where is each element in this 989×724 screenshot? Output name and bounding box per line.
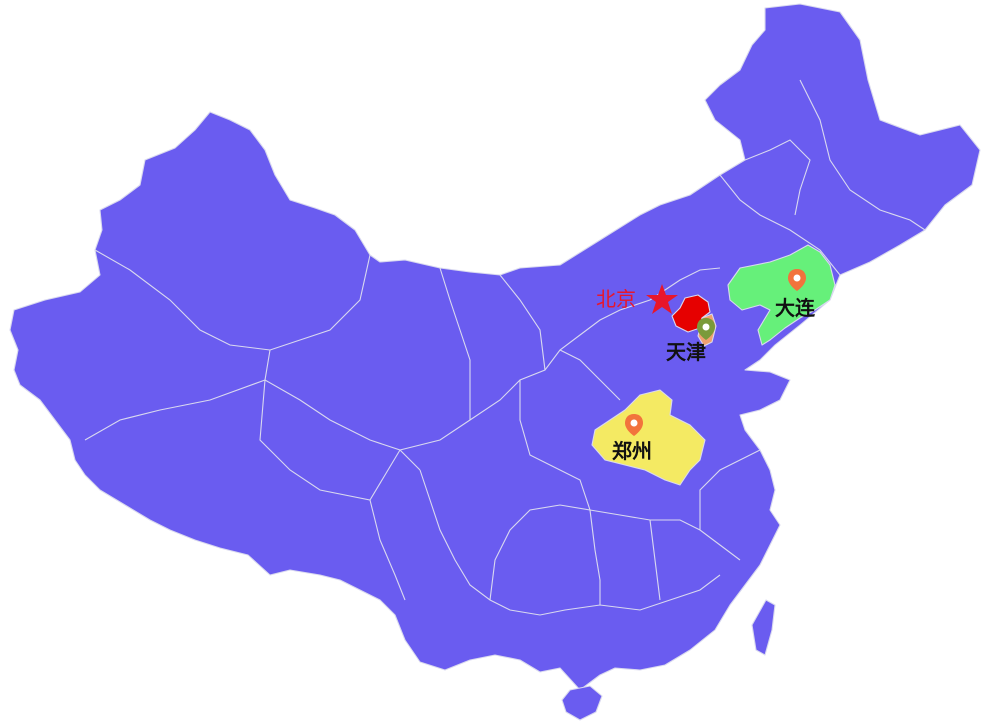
region-hainan[interactable] [561,685,603,721]
map-pin-icon[interactable] [625,414,643,436]
city-label-zhengzhou: 郑州 [612,439,652,463]
province-borders [84,79,926,616]
region-henan[interactable] [591,389,706,486]
mainland-region[interactable] [9,3,981,691]
region-liaoning[interactable] [727,244,836,346]
city-label-dalian: 大连 [775,296,815,320]
region-taiwan[interactable] [751,599,776,656]
capital-label: 北京 [596,287,636,311]
star-icon[interactable] [646,284,678,314]
city-label-tianjin: 天津 [666,340,706,364]
map-pin-icon[interactable] [697,318,715,340]
map-pin-icon[interactable] [788,269,806,291]
